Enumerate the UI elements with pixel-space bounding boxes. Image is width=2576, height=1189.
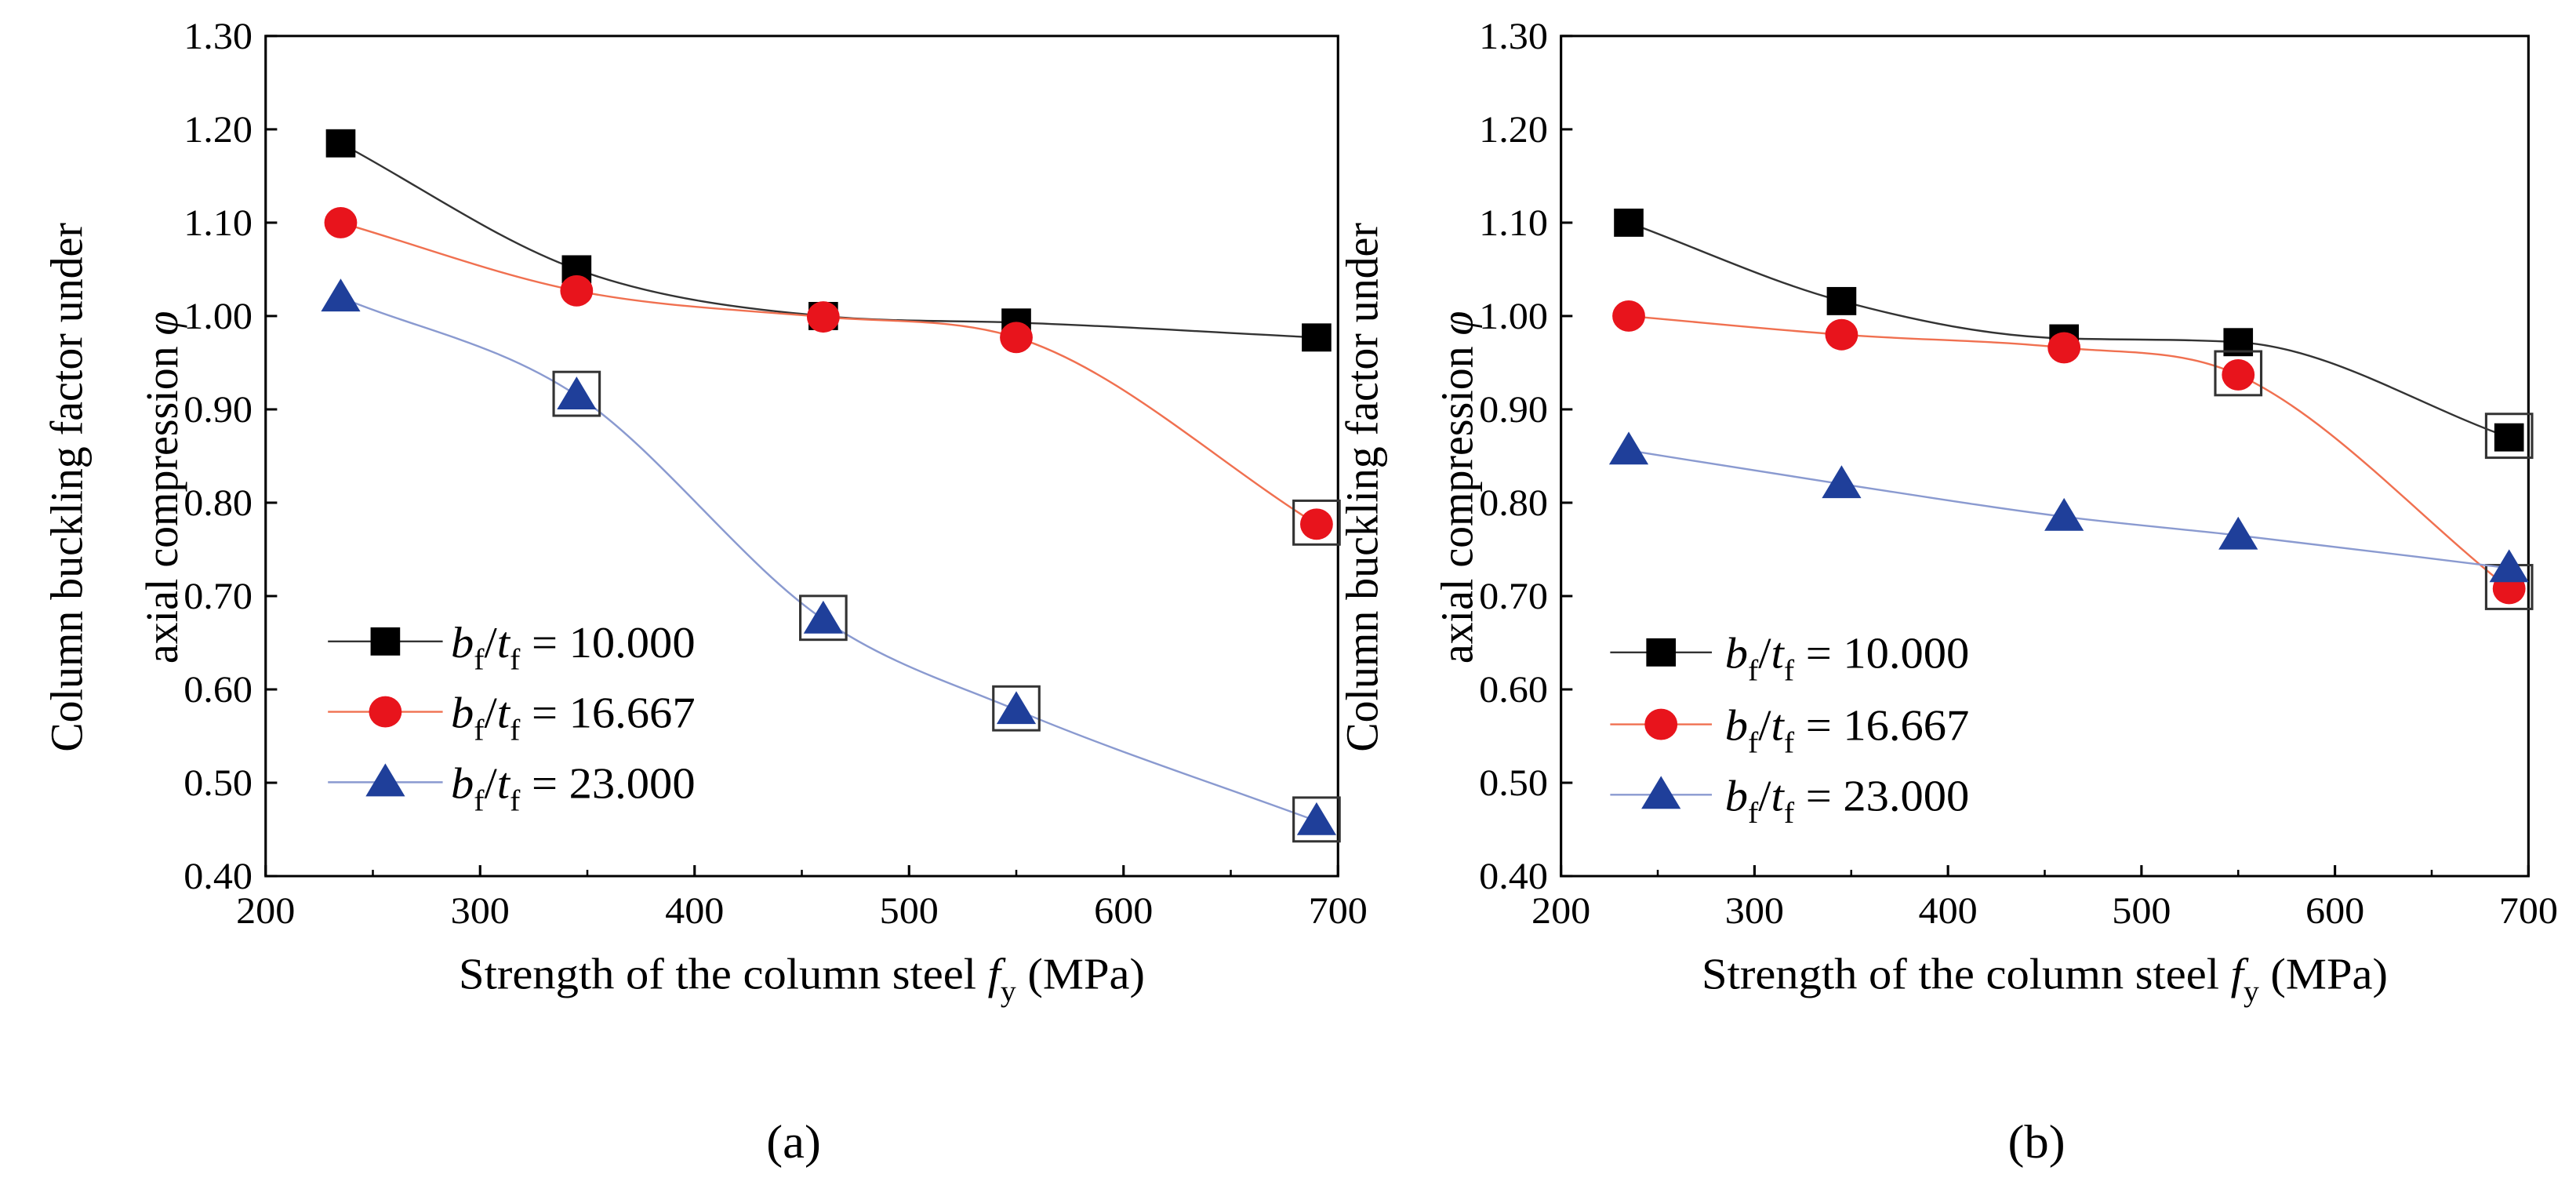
highlight-box bbox=[2484, 413, 2534, 460]
data-point bbox=[1302, 323, 1332, 352]
data-point bbox=[1822, 465, 1862, 499]
data-point bbox=[1826, 286, 1857, 315]
highlight-box bbox=[1292, 499, 1341, 546]
legend-marker bbox=[1641, 776, 1681, 809]
data-point bbox=[1300, 508, 1333, 540]
x-tick-label: 300 bbox=[1725, 889, 1784, 932]
highlight-box bbox=[799, 594, 848, 642]
y-tick-label: 0.40 bbox=[1479, 855, 1548, 897]
x-tick-label: 600 bbox=[1094, 889, 1153, 932]
series-line bbox=[340, 296, 1317, 822]
y-tick-label: 1.10 bbox=[183, 202, 253, 244]
legend: bf/tf = 10.000 bf/tf = 16.667 bf/tf = 23.0… bbox=[1610, 630, 1969, 830]
series-line bbox=[340, 221, 1317, 525]
y-tick-label: 0.90 bbox=[183, 388, 253, 431]
y-tick-label: 0.90 bbox=[1479, 388, 1548, 431]
y-tick-label: 1.30 bbox=[1479, 15, 1548, 57]
data-point bbox=[560, 275, 594, 307]
y-tick-label: 1.00 bbox=[1479, 295, 1548, 337]
legend: bf/tf = 10.000 bf/tf = 16.667 bf/tf = 23.0… bbox=[328, 619, 696, 818]
data-point bbox=[324, 206, 358, 238]
series-square bbox=[1614, 208, 2534, 460]
series-triangle bbox=[321, 278, 1341, 843]
legend-entry: bf/tf = 23.000 bbox=[1725, 772, 1970, 830]
x-tick-label: 700 bbox=[2499, 889, 2558, 932]
legend-entry: bf/tf = 16.667 bbox=[1725, 702, 1970, 760]
legend-marker bbox=[1644, 708, 1678, 740]
x-tick-label: 700 bbox=[1309, 889, 1368, 932]
chart-panel-a: 200 300 400 500 600 700 0.40 0.50 0.60 0.70 0.80 0.… bbox=[42, 15, 1368, 1169]
y-axis-title-line2: axial compression φ bbox=[1433, 311, 1483, 664]
highlight-box bbox=[2214, 350, 2263, 397]
data-point bbox=[1825, 318, 1858, 351]
data-point bbox=[803, 600, 843, 634]
x-tick-label: 200 bbox=[1531, 889, 1590, 932]
data-point bbox=[2222, 358, 2255, 391]
y-tick-label: 0.60 bbox=[1479, 668, 1548, 711]
data-point bbox=[321, 278, 361, 312]
y-tick-label: 0.40 bbox=[183, 855, 253, 897]
x-tick-label: 400 bbox=[665, 889, 724, 932]
y-tick-label: 1.20 bbox=[183, 108, 253, 151]
legend-marker bbox=[365, 763, 405, 797]
x-axis-title: Strength of the column steel fy (MPa) bbox=[459, 951, 1145, 1009]
data-point bbox=[2044, 497, 2084, 531]
chart-panel-b: 200 300 400 500 600 700 0.40 0.50 0.60 0.70 0.80 0.… bbox=[1337, 15, 2558, 1169]
legend-entry: bf/tf = 10.000 bbox=[1725, 630, 1970, 688]
x-tick-label: 500 bbox=[880, 889, 939, 932]
data-point bbox=[2489, 549, 2529, 583]
y-axis-title-line1: Column buckling factor under bbox=[1337, 223, 1387, 752]
x-tick-label: 300 bbox=[451, 889, 510, 932]
legend-marker bbox=[369, 696, 402, 728]
legend-entry: bf/tf = 23.000 bbox=[451, 760, 696, 818]
data-point bbox=[996, 691, 1037, 725]
series-triangle bbox=[1608, 431, 2529, 583]
legend-entry: bf/tf = 16.667 bbox=[451, 689, 696, 747]
y-tick-label: 0.70 bbox=[183, 575, 253, 617]
data-point bbox=[1608, 431, 1649, 465]
x-axis-title: Strength of the column steel fy (MPa) bbox=[1702, 951, 2388, 1009]
panel-label: (b) bbox=[2007, 1116, 2065, 1168]
data-point bbox=[1612, 300, 1645, 332]
x-tick-label: 200 bbox=[236, 889, 295, 932]
highlight-box bbox=[992, 685, 1041, 732]
figure-root: 200 300 400 500 600 700 0.40 0.50 0.60 0.70 0.80 0.… bbox=[42, 15, 2558, 1169]
legend-marker bbox=[1646, 638, 1677, 667]
x-tick-label: 400 bbox=[1919, 889, 1978, 932]
legend-marker bbox=[370, 627, 401, 656]
data-point bbox=[2047, 332, 2081, 364]
y-tick-label: 0.80 bbox=[1479, 482, 1548, 524]
series-circle bbox=[324, 206, 1341, 546]
y-axis-title-line2: axial compression φ bbox=[137, 311, 187, 664]
plot-frame bbox=[264, 35, 1339, 878]
data-point bbox=[325, 129, 356, 158]
x-tick-label: 500 bbox=[2112, 889, 2171, 932]
series-circle bbox=[1612, 300, 2534, 610]
panel-label: (a) bbox=[766, 1116, 821, 1168]
y-tick-label: 0.50 bbox=[1479, 762, 1548, 804]
data-point bbox=[2218, 516, 2258, 550]
y-tick-label: 1.20 bbox=[1479, 108, 1548, 151]
y-tick-label: 0.60 bbox=[183, 668, 253, 711]
plot-frame bbox=[1560, 35, 2530, 878]
legend-entry: bf/tf = 10.000 bbox=[451, 619, 696, 677]
y-tick-label: 0.50 bbox=[183, 762, 253, 804]
data-point bbox=[557, 376, 597, 410]
x-tick-label: 600 bbox=[2305, 889, 2364, 932]
data-point bbox=[1296, 802, 1337, 835]
y-tick-label: 0.80 bbox=[183, 482, 253, 524]
highlight-box bbox=[552, 370, 601, 417]
y-tick-label: 1.00 bbox=[183, 295, 253, 337]
data-point bbox=[2494, 423, 2524, 452]
data-point bbox=[1614, 208, 1644, 237]
y-tick-label: 0.70 bbox=[1479, 575, 1548, 617]
highlight-box bbox=[1292, 796, 1341, 843]
y-tick-label: 1.10 bbox=[1479, 202, 1548, 244]
data-point bbox=[806, 301, 840, 333]
y-axis-title-line1: Column buckling factor under bbox=[42, 223, 92, 752]
y-tick-label: 1.30 bbox=[183, 15, 253, 57]
data-point bbox=[1000, 322, 1033, 354]
